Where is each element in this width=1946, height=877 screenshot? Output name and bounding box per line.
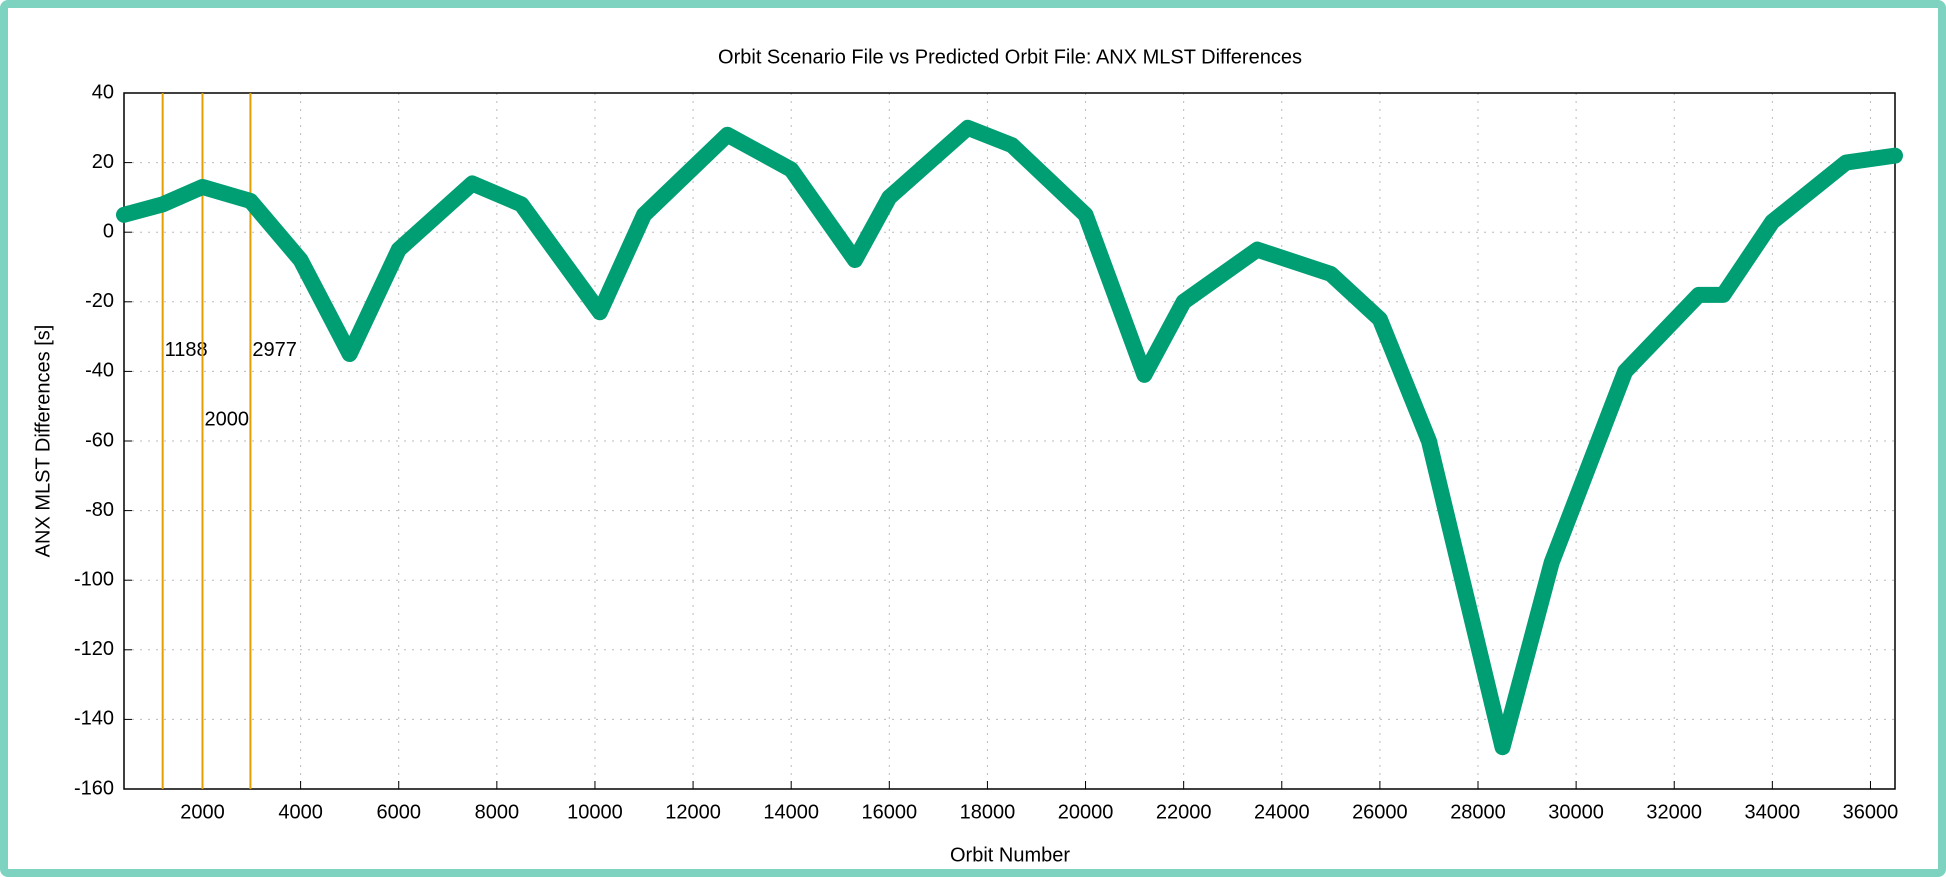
x-tick-label: 16000 — [861, 801, 917, 823]
x-tick-label: 30000 — [1548, 801, 1604, 823]
y-axis-label: ANX MLST Differences [s] — [32, 325, 54, 558]
x-tick-label: 22000 — [1156, 801, 1212, 823]
y-tick-label: 40 — [92, 81, 114, 103]
marker-label: 2000 — [204, 408, 249, 430]
y-tick-label: -160 — [74, 777, 114, 799]
y-tick-label: -120 — [74, 638, 114, 660]
y-tick-label: -40 — [85, 360, 114, 382]
y-tick-label: 0 — [103, 220, 114, 242]
chart-title: Orbit Scenario File vs Predicted Orbit F… — [718, 46, 1302, 68]
x-tick-label: 34000 — [1745, 801, 1801, 823]
y-tick-label: -80 — [85, 499, 114, 521]
plot-border — [123, 92, 1896, 790]
y-tick-label: 20 — [92, 151, 114, 173]
marker-label: 2977 — [252, 339, 297, 361]
x-axis-label: Orbit Number — [950, 844, 1070, 866]
x-tick-label: 36000 — [1843, 801, 1899, 823]
x-tick-label: 18000 — [960, 801, 1016, 823]
x-tick-label: 20000 — [1058, 801, 1114, 823]
x-tick-label: 14000 — [763, 801, 819, 823]
y-tick-label: -140 — [74, 708, 114, 730]
y-tick-label: -60 — [85, 429, 114, 451]
x-tick-label: 6000 — [376, 801, 421, 823]
x-tick-label: 24000 — [1254, 801, 1310, 823]
x-tick-label: 32000 — [1646, 801, 1702, 823]
x-tick-label: 26000 — [1352, 801, 1408, 823]
data-line — [116, 119, 1903, 756]
y-tick-label: -100 — [74, 568, 114, 590]
x-tick-label: 4000 — [278, 801, 323, 823]
y-tick-label: -20 — [85, 290, 114, 312]
x-tick-label: 28000 — [1450, 801, 1506, 823]
marker-label: 1188 — [165, 339, 208, 361]
x-tick-label: 2000 — [180, 801, 225, 823]
x-tick-label: 10000 — [567, 801, 623, 823]
x-tick-label: 12000 — [665, 801, 721, 823]
x-tick-label: 8000 — [475, 801, 520, 823]
